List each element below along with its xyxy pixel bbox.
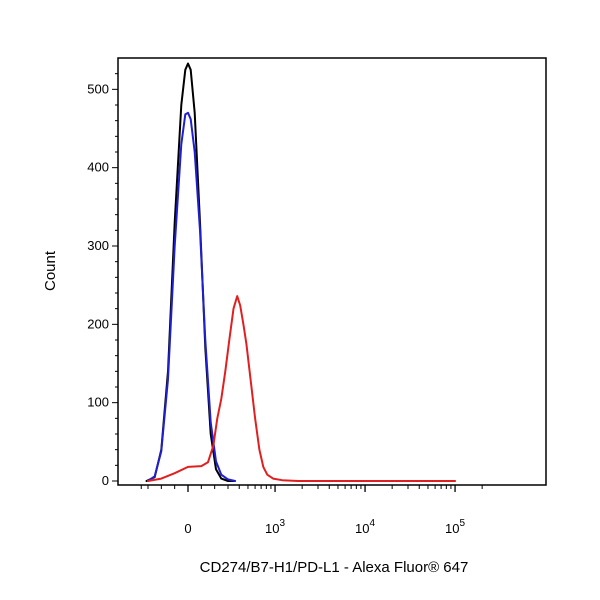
x-tick-exponent: 5 [460, 518, 466, 529]
x-tick-label: 103 [265, 518, 285, 536]
series-layer [145, 62, 457, 482]
y-tick-label: 100 [87, 395, 109, 410]
x-tick-base: 10 [355, 521, 369, 536]
x-tick-exponent: 3 [280, 518, 286, 529]
x-tick-base: 10 [265, 521, 279, 536]
x-tick-base: 10 [445, 521, 459, 536]
x-axis-title: CD274/B7-H1/PD-L1 - Alexa Fluor® 647 [200, 559, 469, 576]
y-axis: 0 100 200 300 400 500 [87, 73, 118, 488]
x-tick-label: 105 [445, 518, 465, 536]
x-tick-label: 0 [184, 521, 191, 536]
y-tick-label: 0 [102, 473, 109, 488]
x-axis: 0 103 104 105 [140, 485, 483, 536]
y-tick-label: 500 [87, 81, 109, 96]
x-tick-exponent: 4 [370, 518, 376, 529]
y-tick-label: 200 [87, 316, 109, 331]
y-axis-title: Count [42, 250, 59, 291]
series-line-2 [147, 111, 237, 482]
x-tick-base: 0 [184, 521, 191, 536]
x-tick-label: 104 [355, 518, 375, 536]
plot-frame [117, 57, 547, 486]
series-line-3 [147, 295, 457, 482]
y-tick-label: 300 [87, 238, 109, 253]
series-line-1 [145, 62, 235, 482]
y-tick-label: 400 [87, 160, 109, 175]
